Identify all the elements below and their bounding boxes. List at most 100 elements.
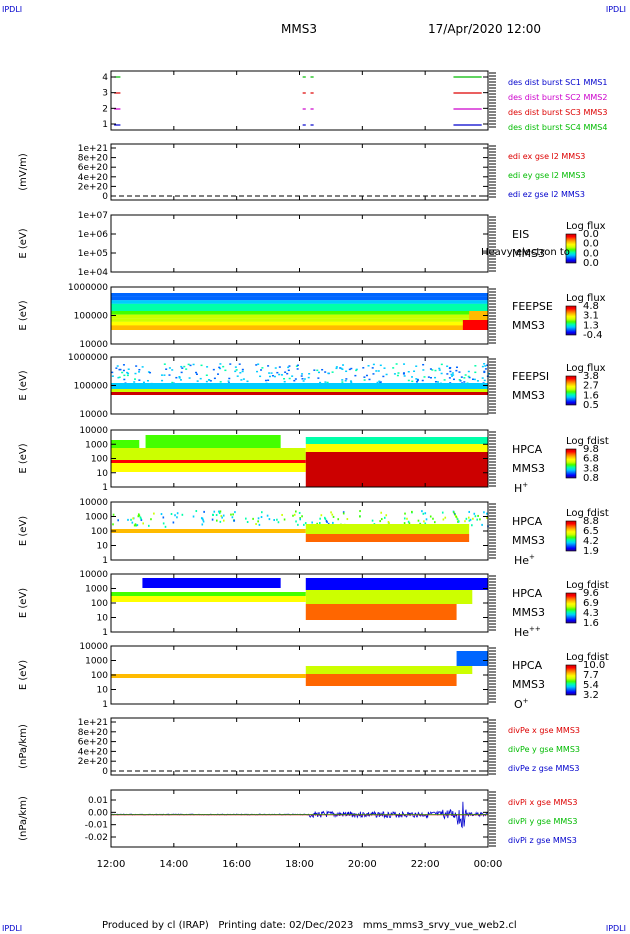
panel-hpca_he2-b-mid — [305, 590, 473, 604]
panel-feepsi-speck — [234, 370, 237, 373]
panel-feepsi-speck — [403, 363, 406, 365]
panel-feepsi-speck — [455, 369, 458, 372]
panel-feepsi-speck — [484, 365, 487, 367]
panel-feepsi-speck — [208, 379, 211, 381]
panel-hpca_he2-line2 — [111, 596, 306, 602]
panel-feepsi-speck — [474, 371, 477, 374]
panel-feepsi-speck — [219, 363, 222, 365]
panel-feepsi-speck — [471, 378, 474, 381]
panel-hpca_he1-speck — [136, 524, 139, 527]
panel-feepsi-speck — [222, 365, 225, 368]
panel-hpca_he1-speck — [273, 519, 275, 522]
panel-hpca_he1-speck — [429, 515, 432, 518]
panel-hpca_he1-speck — [407, 520, 410, 523]
x-tick-label-2: 16:00 — [222, 859, 251, 870]
panel-feepsi-speck — [483, 371, 486, 374]
panel-hpca_o-ytick-label-3: 10 — [97, 686, 109, 696]
panel-hpca_he1-speck — [453, 511, 455, 514]
panel-feepsi-speck — [349, 380, 352, 382]
panel-hpca_he1-speck — [320, 514, 323, 517]
panel-hpca_he1-speck — [318, 521, 321, 524]
panel-hpca_he1-speck — [346, 518, 349, 521]
panel-feepsi-speck — [474, 365, 477, 367]
panel-hpca_he1-speck — [476, 518, 479, 521]
panel-feepsi-speck — [341, 368, 344, 371]
panel-hpca_h-ytick-label-1: 1000 — [85, 440, 108, 450]
panel-feepsi-speck — [161, 379, 164, 382]
panel-hpca_he1-speck — [266, 514, 269, 517]
panel-eis-label-top: EIS — [512, 228, 529, 241]
panel-feepsi-speck — [280, 374, 283, 376]
panel-feepsi-speck — [316, 369, 319, 372]
panel-hpca_he1-speck — [424, 512, 427, 515]
panel-feepsi-speck — [397, 372, 400, 374]
panel-feepse-burst — [462, 320, 488, 330]
panel-edi-ytick-label-2: 6e+20 — [78, 163, 109, 173]
panel-hpca_he1-speck — [433, 521, 436, 524]
panel-feepsi-speck — [429, 368, 432, 370]
panel-feepsi-speck — [185, 368, 188, 370]
panel-hpca_he1-speck — [316, 522, 318, 525]
panel-hpca_he1-speck — [142, 522, 144, 525]
panel-divpi-ytick-label-1: 0.00 — [88, 808, 108, 818]
x-tick-label-6: 00:00 — [474, 859, 503, 870]
panel-hpca_he1-cbar — [565, 520, 577, 552]
panel-feepsi-speck — [476, 380, 479, 382]
panel-feepsi-speck — [276, 371, 279, 374]
panel-divpi-legend-0: divPi x gse MMS3 — [508, 798, 577, 807]
panel-hpca_he1-speck — [330, 511, 332, 514]
panel-hpca_he1-speck — [233, 519, 236, 522]
panel-feepsi-speck — [187, 363, 190, 366]
panel-hpca_h-mid — [111, 448, 306, 460]
panel-hpca_he1-speck — [131, 521, 134, 524]
panel-feepsi-speck — [438, 369, 441, 371]
panel-hpca_he1-speck — [153, 512, 155, 515]
panel-feepsi-band3 — [111, 392, 488, 395]
panel-feepsi-speck — [219, 381, 222, 383]
panel-hpca_he1-speck — [432, 517, 434, 520]
panel-feepsi-speck — [368, 378, 371, 381]
panel-hpca_he1-speck — [404, 512, 406, 515]
panel-feepsi-speck — [463, 381, 466, 383]
panel-hpca_he1-speck — [472, 517, 474, 520]
panel-hpca_he2-species-sup: ++ — [529, 625, 541, 633]
panel-hpca_he1-speck — [268, 518, 271, 521]
panel-hpca_he2-cbar-tick-2: 4.3 — [583, 608, 599, 619]
panel-hpca_he1-label-top: HPCA — [512, 515, 543, 528]
panel-feepsi-speck — [238, 363, 241, 365]
panel-hpca_he1-speck — [219, 510, 222, 513]
panel-divpi-ytick-label-3: -0.02 — [85, 833, 108, 843]
panel-hpca_he1-speck — [221, 516, 223, 519]
panel-feepsi-speck — [301, 378, 304, 380]
panel-hpca_h-b-mid — [305, 444, 488, 452]
panel-feepse-label-bottom: MMS3 — [512, 319, 545, 332]
panel-feepsi-speck — [355, 369, 358, 372]
x-tick-label-3: 18:00 — [285, 859, 314, 870]
panel-hpca_he1-speck — [203, 510, 205, 513]
panel-hpca_he1-speck — [421, 510, 423, 513]
panel-hpca_he1-speck — [293, 513, 296, 516]
panel-hpca_he2-cbar-tick-0: 9.6 — [583, 588, 599, 599]
panel-feepsi-speck — [116, 365, 119, 367]
panel-hpca_o-cbar-title: Log fdist — [566, 652, 609, 663]
panel-feepse-cbar-tick-1: 3.1 — [583, 311, 599, 322]
panel-hpca_he1-ytick-label-4: 1 — [102, 556, 108, 566]
panel-feepsi-speck — [393, 373, 396, 375]
panel-feepsi-speck — [372, 363, 375, 366]
panel-feepsi-speck — [180, 365, 183, 368]
panel-feepse-band-low — [111, 327, 473, 330]
panel-feepsi-speck — [196, 380, 199, 382]
panel-feepsi-speck — [363, 379, 366, 381]
panel-feepsi-speck — [122, 364, 125, 366]
panel-feepsi-speck — [212, 368, 215, 371]
panel-eis-overlay-text: Heavy electron to — [481, 247, 570, 258]
panel-feepsi-speck — [403, 375, 406, 377]
panel-edi-ytick-label-5: 0 — [102, 192, 108, 202]
panel-hpca_he1-speck — [301, 515, 303, 518]
panel-feepsi-speck — [205, 380, 208, 383]
panel-hpca_he1-speck — [172, 521, 175, 524]
panel-feepsi-speck — [171, 381, 174, 384]
panel-feepsi-speck — [363, 376, 366, 378]
panel-feepsi-speck — [268, 375, 271, 378]
